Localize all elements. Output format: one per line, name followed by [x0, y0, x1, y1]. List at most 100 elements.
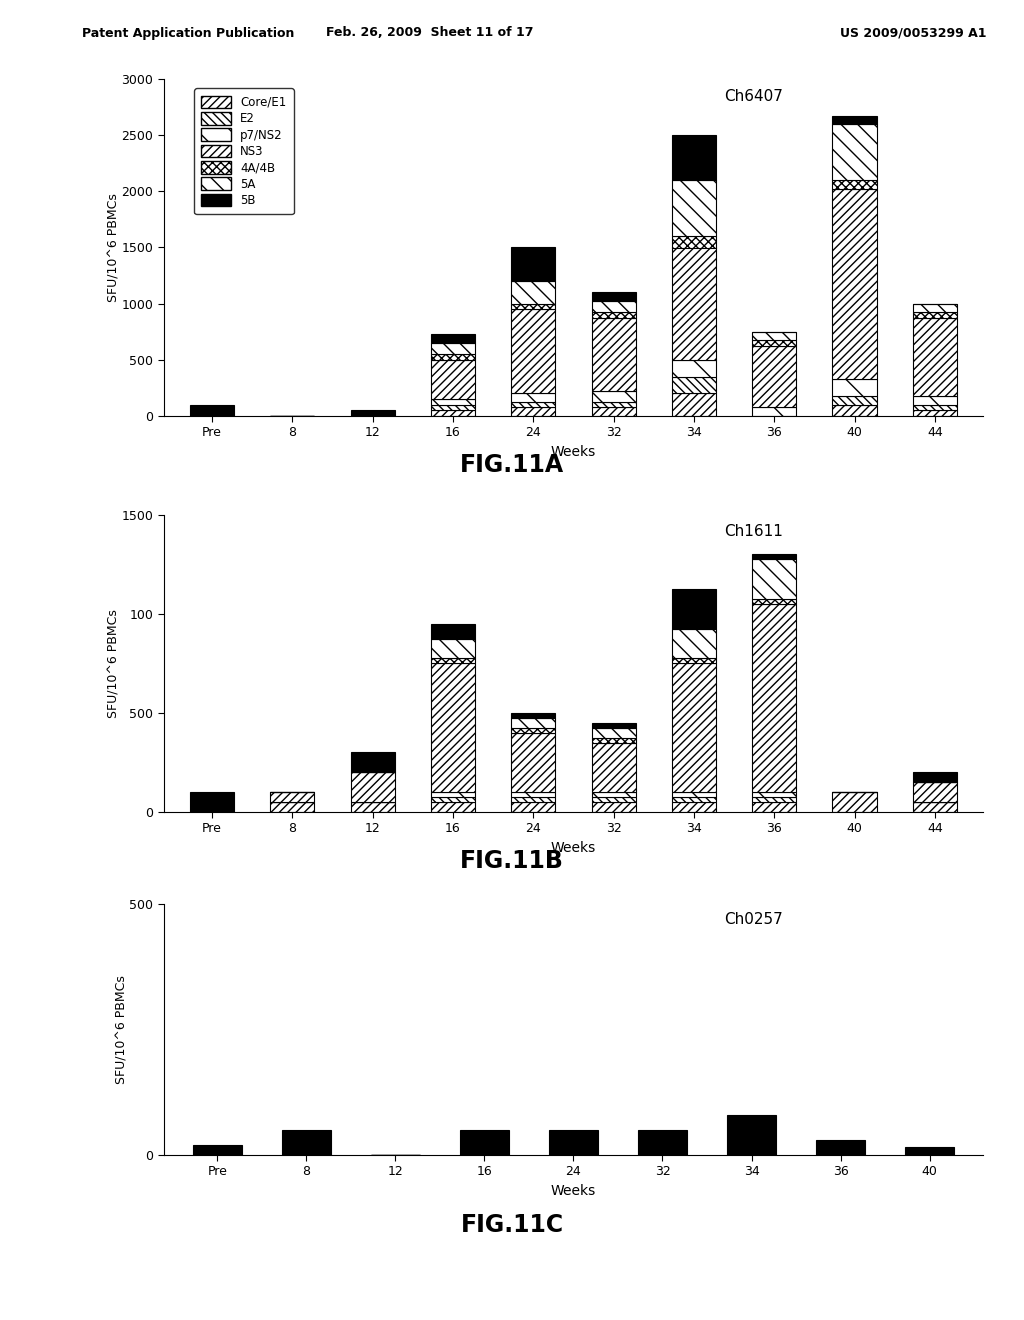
Bar [816, 1140, 865, 1155]
Bar [511, 281, 555, 304]
X-axis label: Weeks: Weeks [551, 445, 596, 459]
Bar [431, 624, 475, 639]
Text: Ch1611: Ch1611 [724, 524, 783, 539]
Bar [672, 359, 716, 376]
Bar [672, 801, 716, 812]
Text: Feb. 26, 2009  Sheet 11 of 17: Feb. 26, 2009 Sheet 11 of 17 [327, 26, 534, 40]
Bar [511, 727, 555, 733]
Bar [912, 304, 957, 312]
Bar [833, 404, 877, 416]
Bar [193, 1144, 242, 1155]
Bar [511, 247, 555, 281]
Bar [431, 411, 475, 416]
Y-axis label: SFU/10^6 PBMCs: SFU/10^6 PBMCs [108, 609, 120, 718]
Bar [833, 116, 877, 124]
Bar [592, 292, 636, 301]
Bar [511, 393, 555, 401]
Bar [592, 792, 636, 797]
Bar [753, 801, 797, 812]
Bar [511, 304, 555, 309]
Bar [833, 396, 877, 404]
Bar [189, 404, 234, 416]
Bar [350, 752, 394, 772]
Bar [912, 312, 957, 318]
Bar [833, 792, 877, 812]
Bar [549, 1130, 598, 1155]
Bar [672, 664, 716, 792]
Bar [912, 781, 957, 801]
X-axis label: Weeks: Weeks [551, 1184, 596, 1199]
Bar [672, 248, 716, 359]
Bar [638, 1130, 687, 1155]
Bar [833, 124, 877, 180]
Bar [511, 408, 555, 416]
Bar [511, 309, 555, 393]
Bar [753, 341, 797, 346]
Bar [672, 393, 716, 416]
Text: Ch0257: Ch0257 [724, 912, 783, 927]
Bar [592, 742, 636, 792]
Bar [431, 399, 475, 404]
Bar [672, 236, 716, 248]
Bar [592, 727, 636, 738]
Bar [511, 401, 555, 408]
X-axis label: Weeks: Weeks [551, 841, 596, 855]
Bar [912, 396, 957, 404]
Bar [431, 797, 475, 801]
Bar [753, 605, 797, 792]
Bar [431, 404, 475, 411]
Bar [511, 713, 555, 718]
Bar [270, 801, 314, 812]
Bar [672, 589, 716, 628]
Bar [592, 401, 636, 408]
Y-axis label: SFU/10^6 PBMCs: SFU/10^6 PBMCs [115, 975, 128, 1084]
Bar [460, 1130, 509, 1155]
Bar [753, 560, 797, 599]
Bar [905, 1147, 954, 1155]
Bar [592, 318, 636, 391]
Text: FIG.11C: FIG.11C [461, 1213, 563, 1237]
Bar [753, 346, 797, 408]
Bar [511, 801, 555, 812]
Bar [592, 801, 636, 812]
Bar [833, 379, 877, 396]
Bar [912, 318, 957, 396]
Bar [431, 664, 475, 792]
Bar [511, 792, 555, 797]
Bar [672, 797, 716, 801]
Bar [350, 801, 394, 812]
Bar [753, 599, 797, 605]
Bar [912, 772, 957, 781]
Bar [672, 628, 716, 659]
Bar [592, 797, 636, 801]
Legend: Core/E1, E2, p7/NS2, NS3, 4A/4B, 5A, 5B: Core/E1, E2, p7/NS2, NS3, 4A/4B, 5A, 5B [195, 88, 294, 214]
Bar [727, 1115, 776, 1155]
Bar [672, 792, 716, 797]
Bar [350, 411, 394, 416]
Bar [753, 554, 797, 560]
Bar [511, 797, 555, 801]
Bar [753, 797, 797, 801]
Bar [189, 792, 234, 812]
Bar [592, 408, 636, 416]
Bar [672, 135, 716, 180]
Bar [833, 189, 877, 379]
Bar [753, 408, 797, 416]
Bar [431, 359, 475, 399]
Bar [431, 334, 475, 343]
Y-axis label: SFU/10^6 PBMCs: SFU/10^6 PBMCs [108, 193, 120, 302]
Text: Patent Application Publication: Patent Application Publication [82, 26, 294, 40]
Bar [592, 301, 636, 312]
Text: US 2009/0053299 A1: US 2009/0053299 A1 [840, 26, 986, 40]
Bar [912, 411, 957, 416]
Bar [431, 639, 475, 659]
Bar [753, 792, 797, 797]
Text: FIG.11B: FIG.11B [460, 849, 564, 873]
Bar [431, 792, 475, 797]
Text: Ch6407: Ch6407 [724, 90, 783, 104]
Bar [431, 343, 475, 354]
Bar [270, 792, 314, 801]
Bar [753, 331, 797, 341]
Bar [592, 391, 636, 401]
Bar [672, 376, 716, 393]
